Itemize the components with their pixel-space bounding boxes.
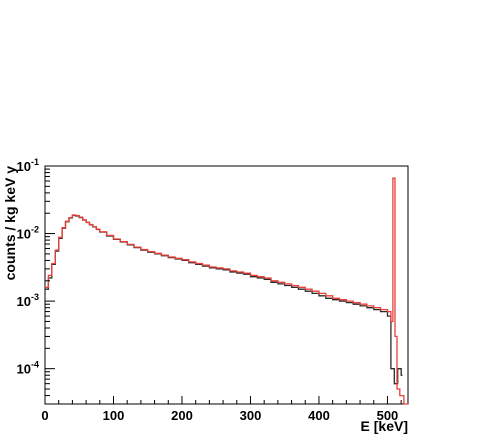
y-axis-label: counts / kg keV y [2,166,18,281]
x-tick-label: 500 [377,408,399,423]
series-line-2 [45,177,408,405]
x-tick-label: 400 [308,408,330,423]
x-tick-label: 0 [41,408,48,423]
y-tick-label: 10-4 [17,360,39,377]
x-axis-label: E [keV] [361,418,408,434]
series-layer [45,177,408,405]
x-tick-label: 200 [171,408,193,423]
x-tick-label: 300 [240,408,262,423]
y-tick-label: 10-1 [17,157,39,174]
x-axis-ticks: 0 100 200 300 400 500 [41,396,402,423]
series-line-1 [45,214,403,385]
x-tick-label: 100 [103,408,125,423]
y-axis-ticks: 10-1 10-2 10-3 10-4 [17,157,55,405]
plot-frame [44,165,409,405]
y-tick-label: 10-2 [17,225,39,242]
y-tick-label: 10-3 [17,292,39,309]
